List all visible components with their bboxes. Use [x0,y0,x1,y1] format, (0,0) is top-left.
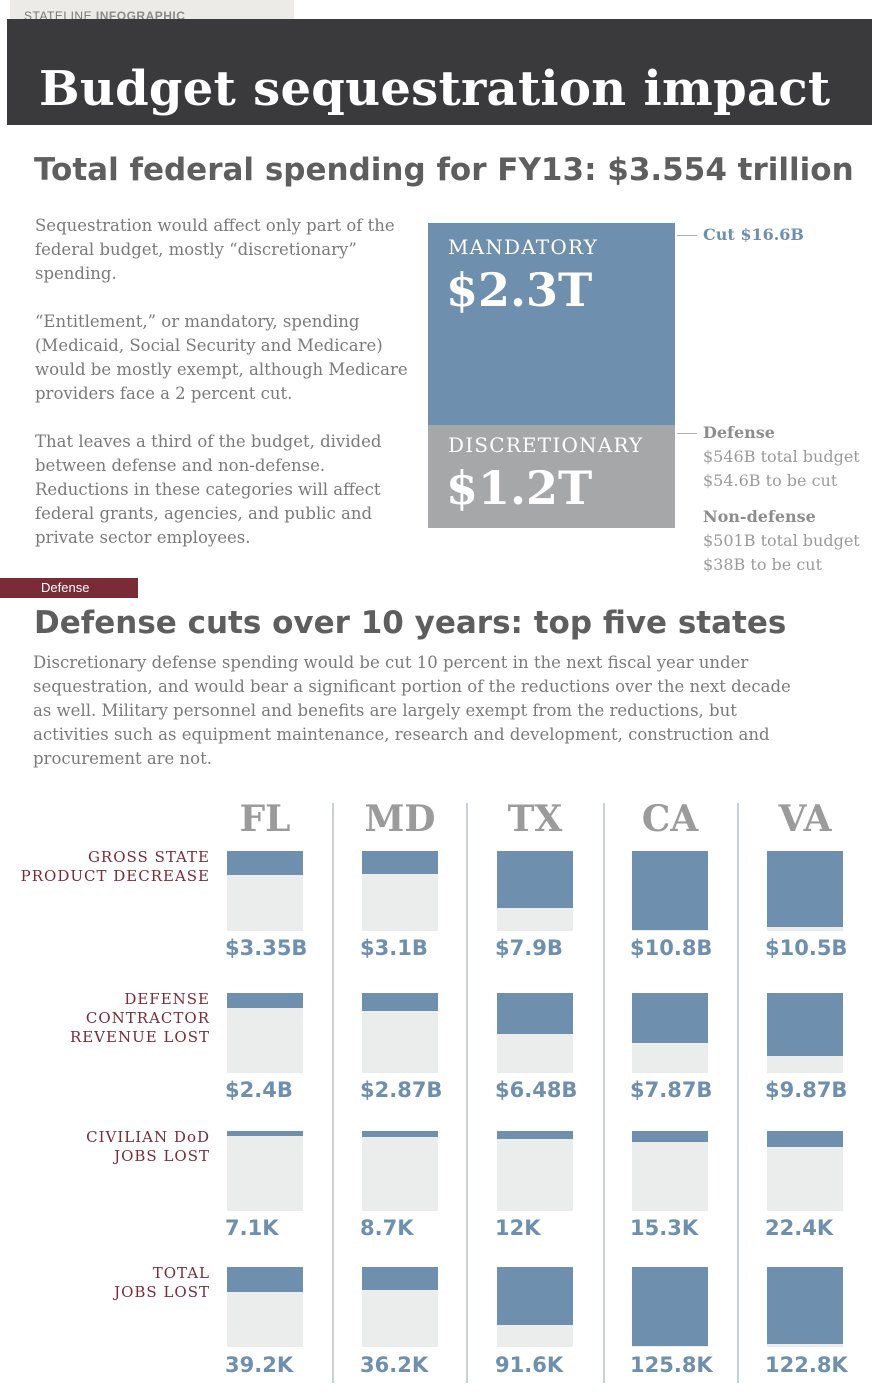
bar-value-label: $7.87B [630,1078,713,1102]
column-divider [332,803,334,1383]
bar-cell [767,1131,843,1211]
bar-fill [362,1267,438,1290]
nondefense-note-title: Non-defense [703,507,816,526]
bar-value-label: $2.4B [225,1078,293,1102]
column-divider [466,803,468,1383]
bar-value-label: 8.7K [360,1216,414,1240]
bar-cell [632,1131,708,1211]
spending-title: Total federal spending for FY13: $3.554 … [34,152,854,188]
bar-fill [227,993,303,1008]
bar-value-label: 12K [495,1216,541,1240]
state-label-tx: TX [507,798,563,840]
bar-cell [632,993,708,1073]
bar-value-label: 122.8K [765,1353,848,1377]
column-divider [737,803,739,1383]
page-title: Budget sequestration impact [39,61,831,117]
bar-cell [227,1131,303,1211]
bar-cell [497,851,573,931]
bar-value-label: 36.2K [360,1353,429,1377]
defense-title: Defense cuts over 10 years: top five sta… [34,605,787,641]
bar-fill [227,1131,303,1136]
bar-value-label: 125.8K [630,1353,713,1377]
bar-value-label: 91.6K [495,1353,564,1377]
bar-cell [227,993,303,1073]
bar-cell [227,851,303,931]
bar-fill [227,1267,303,1292]
bar-cell [767,1267,843,1347]
bar-cell [497,1267,573,1347]
state-label-va: VA [778,798,832,840]
bar-fill [767,1267,843,1344]
bar-value-label: 15.3K [630,1216,699,1240]
bar-cell [362,1267,438,1347]
mandatory-value: $2.3T [446,263,593,317]
defense-description: Discretionary defense spending would be … [33,653,791,768]
bar-cell [362,1131,438,1211]
nondefense-note-budget: $501B total budget [703,531,860,550]
row-label: GROSS STATE PRODUCT DECREASE [20,848,210,885]
title-banner: Budget sequestration impact [7,19,872,125]
bar-value-label: 22.4K [765,1216,834,1240]
overview-paragraph-3: That leaves a third of the budget, divid… [35,432,382,547]
bar-fill [227,851,303,875]
discretionary-leader-line [677,433,697,434]
bar-fill [632,1267,708,1346]
bar-value-label: $10.8B [630,936,713,960]
bar-value-label: $6.48B [495,1078,578,1102]
defense-note-budget: $546B total budget [703,447,860,466]
discretionary-value: $1.2T [446,461,593,515]
discretionary-label: DISCRETIONARY [448,433,644,457]
state-label-md: MD [364,798,436,840]
bar-value-label: $3.1B [360,936,428,960]
column-divider [603,803,605,1383]
bar-fill [362,1131,438,1137]
mandatory-label: MANDATORY [448,235,598,259]
overview-paragraph-2: “Entitlement,” or mandatory, spending (M… [35,312,408,403]
bar-value-label: 39.2K [225,1353,294,1377]
bar-cell [362,993,438,1073]
bar-cell [767,993,843,1073]
row-label: DEFENSE CONTRACTOR REVENUE LOST [69,990,210,1046]
bar-value-label: $7.9B [495,936,563,960]
bar-value-label: $2.87B [360,1078,443,1102]
bar-cell [632,1267,708,1347]
row-label: CIVILIAN DoD JOBS LOST [86,1128,210,1165]
mandatory-block: MANDATORY $2.3T [428,223,675,425]
bar-cell [632,851,708,931]
bar-fill [497,851,573,908]
bar-fill [632,851,708,930]
bar-cell [497,1131,573,1211]
overview-paragraph-1: Sequestration would affect only part of … [35,216,395,283]
bar-fill [767,993,843,1056]
bar-fill [497,1267,573,1325]
bar-value-label: $3.35B [225,936,308,960]
bar-value-label: $9.87B [765,1078,848,1102]
state-label-ca: CA [641,798,699,840]
defense-note-title: Defense [703,423,775,442]
bar-fill [362,993,438,1011]
bar-fill [497,1131,573,1139]
bar-cell [497,993,573,1073]
nondefense-note-cut: $38B to be cut [703,555,823,574]
bar-fill [632,993,708,1043]
bar-value-label: 7.1K [225,1216,279,1240]
state-label-fl: FL [239,798,291,840]
bar-fill [632,1131,708,1142]
discretionary-block: DISCRETIONARY $1.2T [428,425,675,528]
bar-fill [767,1131,843,1147]
bar-cell [767,851,843,931]
bar-cell [362,851,438,931]
defense-note-cut: $54.6B to be cut [703,471,838,490]
defense-section-tag: Defense [0,578,138,598]
bar-fill [767,851,843,927]
bar-cell [227,1267,303,1347]
bar-value-label: $10.5B [765,936,848,960]
mandatory-cut-note: Cut $16.6B [703,225,804,244]
bar-fill [497,993,573,1034]
row-label: TOTAL JOBS LOST [114,1264,210,1301]
bar-fill [362,851,438,874]
mandatory-leader-line [677,235,697,236]
